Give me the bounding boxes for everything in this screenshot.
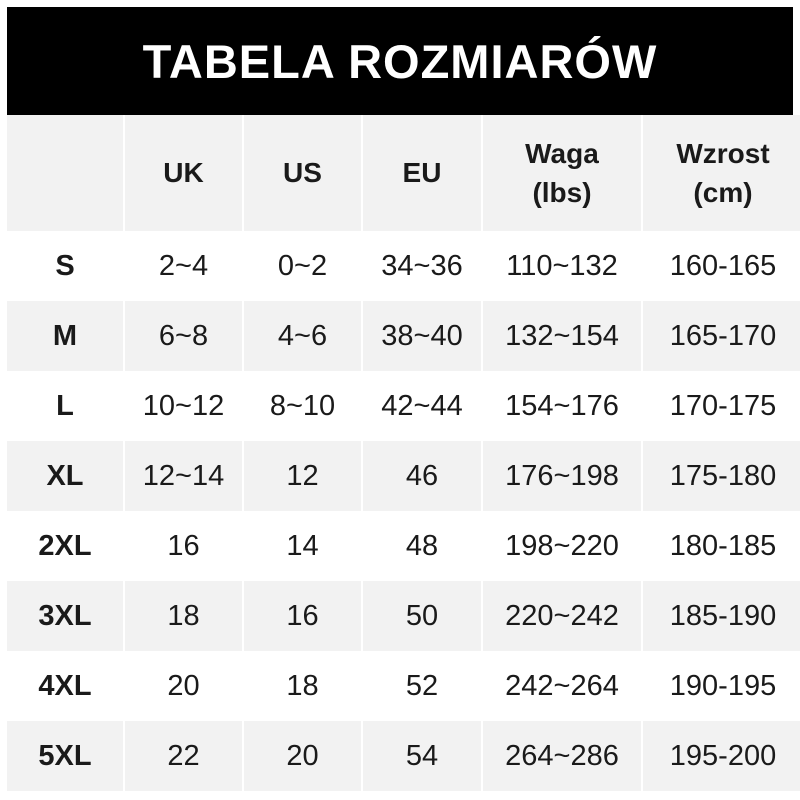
table-cell: 176~198 xyxy=(483,441,641,511)
table-cell: 198~220 xyxy=(483,511,641,581)
table-cell: 20 xyxy=(125,651,242,721)
table-cell: 190-195 xyxy=(643,651,800,721)
column-header: US xyxy=(244,115,361,231)
table-cell: 6~8 xyxy=(125,301,242,371)
table-cell: 154~176 xyxy=(483,371,641,441)
table-cell: 12 xyxy=(244,441,361,511)
table-cell: 170-175 xyxy=(643,371,800,441)
table-cell: 175-180 xyxy=(643,441,800,511)
table-cell: 52 xyxy=(363,651,481,721)
table-cell: 264~286 xyxy=(483,721,641,791)
table-cell: 160-165 xyxy=(643,231,800,301)
table-cell: 34~36 xyxy=(363,231,481,301)
page-title: TABELA ROZMIARÓW xyxy=(7,7,793,115)
table-cell: 22 xyxy=(125,721,242,791)
size-label: M xyxy=(7,301,123,371)
table-cell: 185-190 xyxy=(643,581,800,651)
size-label: L xyxy=(7,371,123,441)
table-cell: 132~154 xyxy=(483,301,641,371)
table-cell: 4~6 xyxy=(244,301,361,371)
column-header: Waga (lbs) xyxy=(483,115,641,231)
table-cell: 54 xyxy=(363,721,481,791)
column-header: Wzrost (cm) xyxy=(643,115,800,231)
table-cell: 20 xyxy=(244,721,361,791)
column-header: EU xyxy=(363,115,481,231)
table-cell: 242~264 xyxy=(483,651,641,721)
table-cell: 18 xyxy=(244,651,361,721)
table-cell: 50 xyxy=(363,581,481,651)
column-header: UK xyxy=(125,115,242,231)
table-cell: 14 xyxy=(244,511,361,581)
table-cell: 180-185 xyxy=(643,511,800,581)
size-label: 3XL xyxy=(7,581,123,651)
table-cell: 38~40 xyxy=(363,301,481,371)
table-cell: 18 xyxy=(125,581,242,651)
size-label: S xyxy=(7,231,123,301)
table-cell: 16 xyxy=(125,511,242,581)
table-cell: 46 xyxy=(363,441,481,511)
size-label: 2XL xyxy=(7,511,123,581)
size-label: XL xyxy=(7,441,123,511)
table-cell: 10~12 xyxy=(125,371,242,441)
table-cell: 42~44 xyxy=(363,371,481,441)
size-label: 4XL xyxy=(7,651,123,721)
table-cell: 220~242 xyxy=(483,581,641,651)
table-cell: 110~132 xyxy=(483,231,641,301)
table-cell: 48 xyxy=(363,511,481,581)
table-cell: 165-170 xyxy=(643,301,800,371)
table-cell: 8~10 xyxy=(244,371,361,441)
table-cell: 195-200 xyxy=(643,721,800,791)
column-header xyxy=(7,115,123,231)
table-cell: 16 xyxy=(244,581,361,651)
table-cell: 2~4 xyxy=(125,231,242,301)
table-cell: 12~14 xyxy=(125,441,242,511)
size-table: UK US EU Waga (lbs) Wzrost (cm) S 2~4 0~2 34~36 1… xyxy=(7,115,800,792)
size-label: 5XL xyxy=(7,721,123,791)
table-cell: 0~2 xyxy=(244,231,361,301)
